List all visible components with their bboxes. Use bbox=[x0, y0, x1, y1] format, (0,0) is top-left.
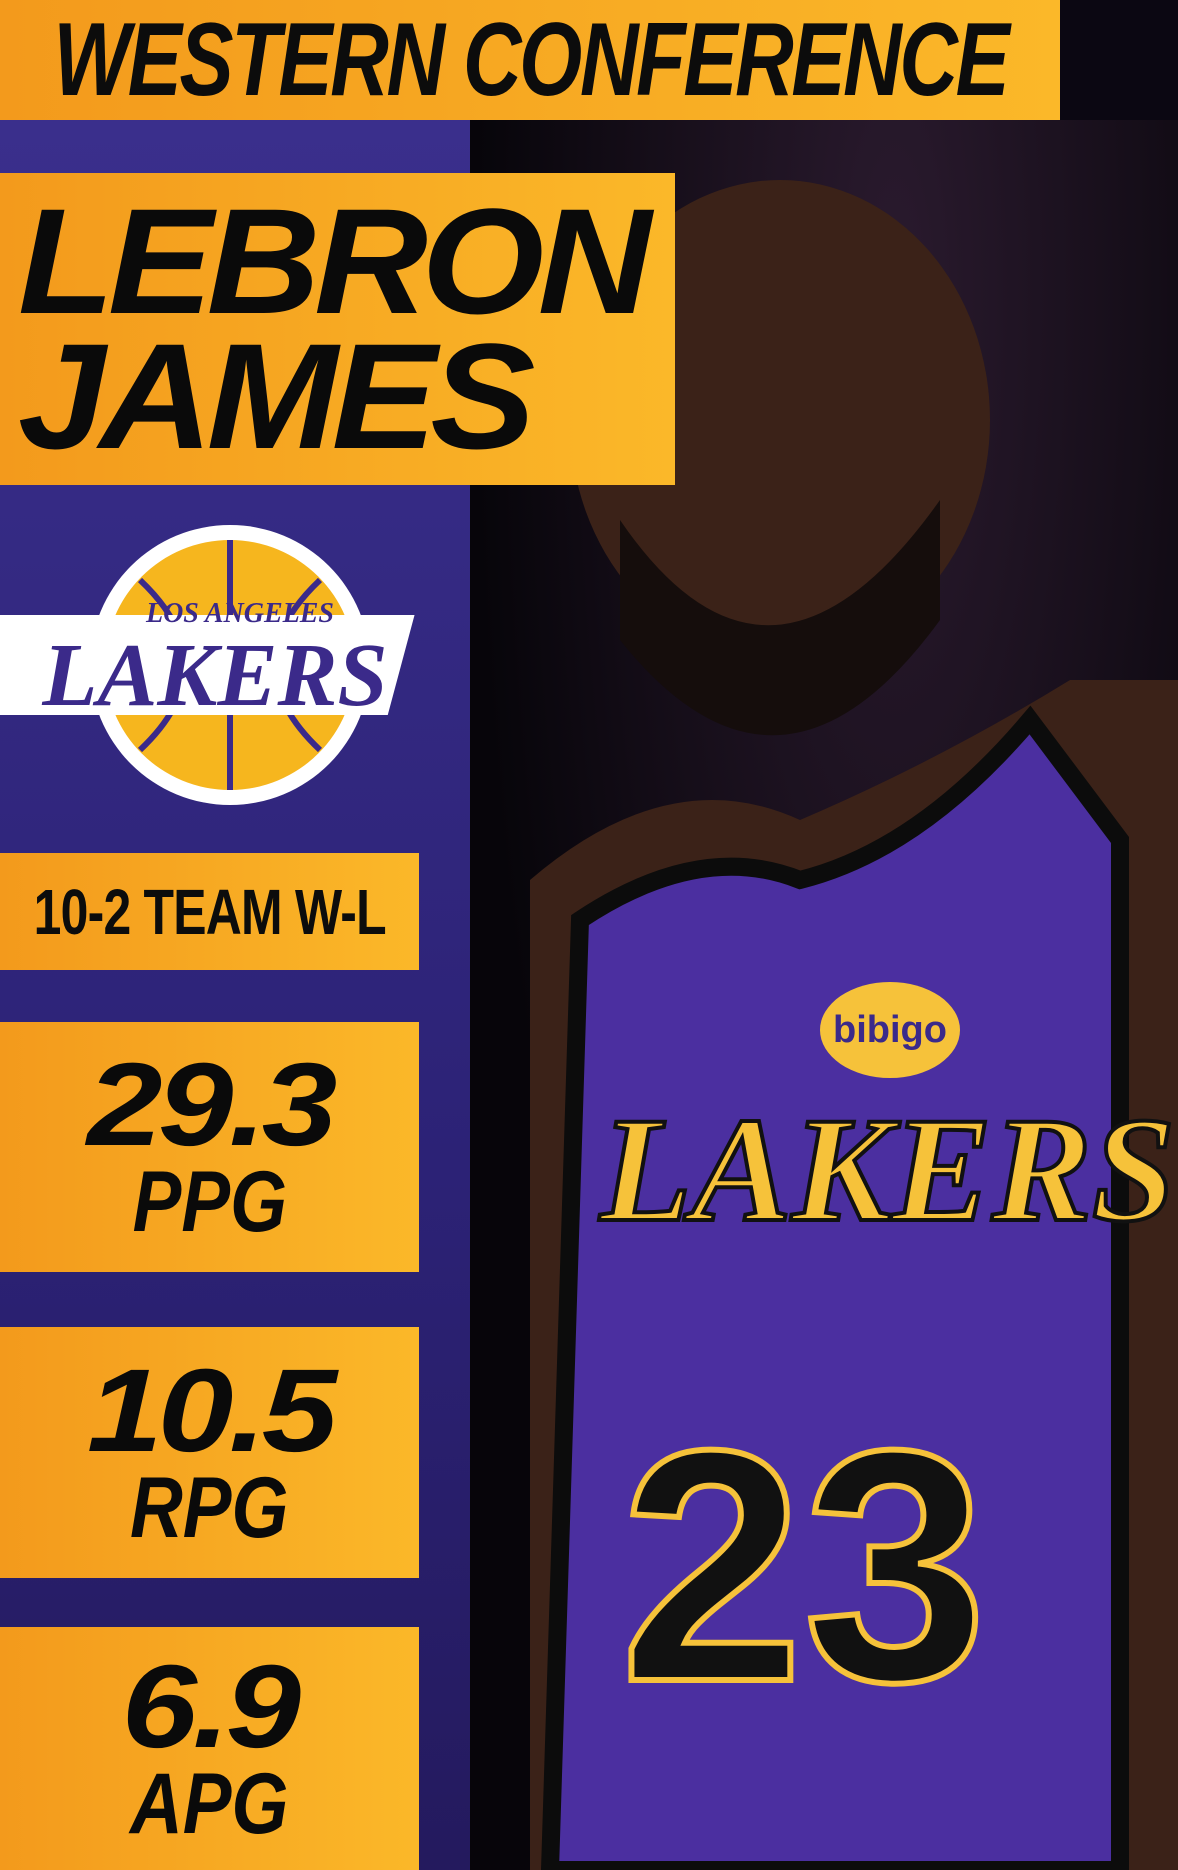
conference-title: WESTERN CONFERENCE bbox=[53, 1, 1009, 118]
conference-banner: WESTERN CONFERENCE bbox=[0, 0, 1060, 120]
stat-value: 29.3 bbox=[86, 1039, 337, 1171]
team-record: 10-2 TEAM W-L bbox=[33, 875, 386, 948]
jersey-number: 23 bbox=[620, 1381, 987, 1750]
player-first-name: LEBRON bbox=[18, 177, 651, 345]
stat-box-rpg: 10.5 RPG bbox=[0, 1327, 419, 1578]
stat-label: RPG bbox=[130, 1459, 289, 1556]
lakers-logo: LOS ANGELES LAKERS bbox=[0, 520, 450, 820]
stat-box-ppg: 29.3 PPG bbox=[0, 1022, 419, 1272]
stat-value: 10.5 bbox=[86, 1344, 337, 1477]
stat-label: APG bbox=[130, 1755, 289, 1852]
jersey-lakers-text: LAKERS bbox=[598, 1087, 1175, 1253]
logo-text-top: LOS ANGELES bbox=[145, 598, 334, 629]
logo-text-main: LAKERS bbox=[41, 626, 387, 725]
stat-label: PPG bbox=[132, 1154, 287, 1250]
stat-value: 6.9 bbox=[122, 1640, 301, 1773]
player-last-name: JAMES bbox=[18, 312, 535, 480]
player-photo: LAKERS 23 bibigo bbox=[470, 120, 1178, 1870]
stat-box-apg: 6.9 APG bbox=[0, 1627, 419, 1870]
team-record-box: 10-2 TEAM W-L bbox=[0, 853, 419, 970]
player-name-box: LEBRON JAMES bbox=[0, 173, 675, 485]
sponsor-logo: bibigo bbox=[833, 1009, 947, 1051]
